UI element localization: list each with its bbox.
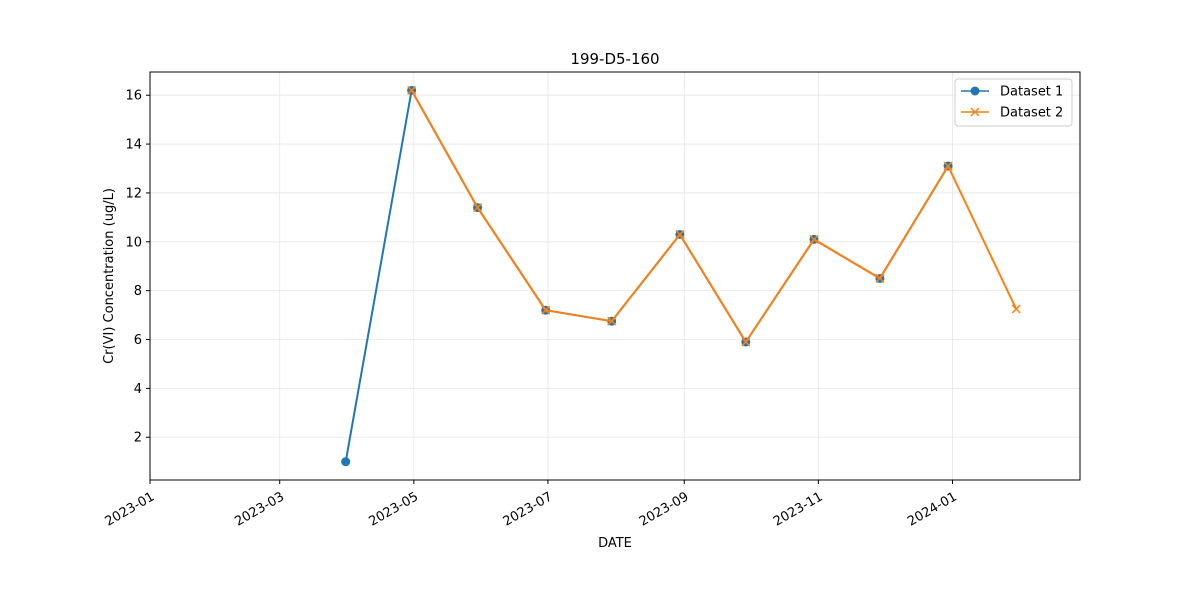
data-point [541, 305, 551, 315]
y-tick-label: 2 [134, 431, 142, 446]
data-point [943, 161, 953, 171]
legend-entry: Dataset 2 [961, 106, 1063, 121]
data-point [741, 337, 751, 347]
grid [149, 72, 1080, 480]
plot-frame [149, 71, 1081, 481]
x-axis-label: DATE [598, 536, 632, 551]
y-tick-label: 6 [134, 333, 142, 348]
data-point [473, 203, 483, 213]
y-tick-label: 16 [125, 89, 142, 104]
y-tick-label: 10 [125, 235, 142, 250]
y-tick-label: 12 [125, 186, 142, 201]
data-point [809, 234, 819, 244]
series-layer [341, 85, 1021, 467]
y-tick-label: 8 [134, 284, 142, 299]
series-line [410, 89, 1018, 343]
chart-title: 199-D5-160 [570, 50, 659, 68]
data-point [875, 273, 885, 283]
data-point [1011, 304, 1021, 314]
data-point [607, 316, 617, 326]
y-tick-label: 4 [134, 382, 142, 397]
y-axis-label: Cr(VI) Concentration (ug/L) [102, 188, 117, 364]
data-point [407, 85, 417, 95]
y-axis: 2 4 6 8 10 12 14 16 [125, 89, 150, 446]
data-point [341, 457, 351, 467]
legend-entry: Dataset 1 [961, 85, 1063, 100]
legend-swatch-marker [970, 107, 980, 117]
series-dataset-2 [407, 85, 1021, 347]
data-point [675, 229, 685, 239]
legend: Dataset 1 Dataset 2 [954, 78, 1073, 127]
y-tick-label: 14 [125, 138, 142, 153]
legend-label: Dataset 1 [1000, 85, 1063, 100]
legend-label: Dataset 2 [1000, 106, 1063, 121]
legend-swatch-marker [970, 86, 980, 96]
